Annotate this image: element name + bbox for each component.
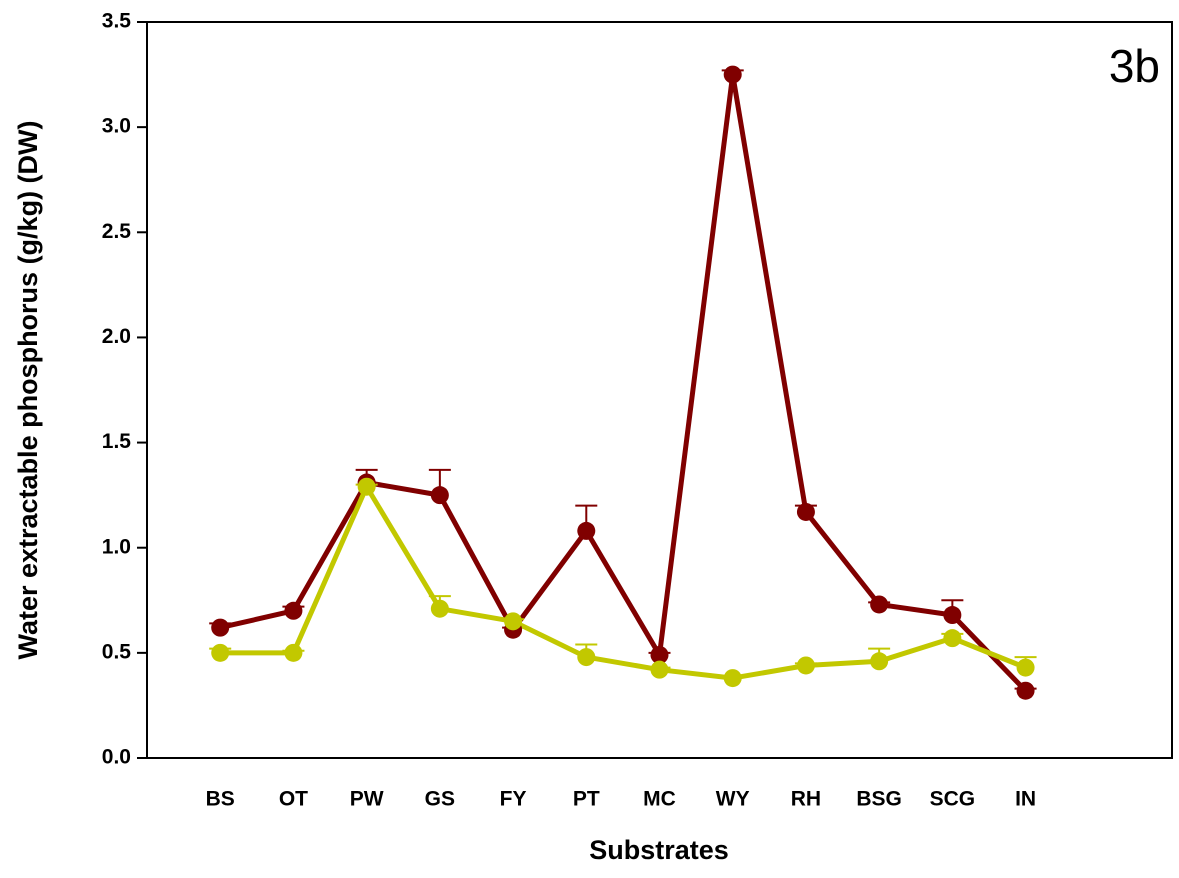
marker (577, 521, 596, 540)
marker (504, 612, 523, 631)
marker (211, 618, 230, 637)
x-tick-label: GS (425, 788, 455, 811)
y-tick-label: 0.5 (102, 640, 132, 663)
panel-annotation: 3b (1109, 40, 1160, 92)
marker (870, 595, 889, 614)
x-tick-label: SCG (930, 788, 976, 811)
marker (650, 645, 669, 664)
x-axis-label: Substrates (589, 835, 729, 865)
marker (723, 65, 742, 84)
marker (943, 606, 962, 625)
marker (650, 660, 669, 679)
y-tick-label: 1.5 (102, 430, 132, 453)
marker (796, 502, 815, 521)
x-tick-label: WY (716, 788, 750, 811)
series-line (219, 72, 1028, 693)
marker (284, 643, 303, 662)
marker (211, 643, 230, 662)
marker (943, 629, 962, 648)
marker (796, 656, 815, 675)
plot-frame (146, 21, 1173, 759)
y-tick-label: 2.5 (102, 220, 132, 243)
y-tick-label: 3.0 (102, 115, 131, 138)
marker (1016, 681, 1035, 700)
y-tick-label: 0.0 (102, 746, 131, 769)
marker (284, 601, 303, 620)
x-tick-label: PT (573, 788, 600, 811)
x-tick-label: FY (500, 788, 527, 811)
x-tick-label: IN (1015, 788, 1036, 811)
x-tick-label: PW (350, 788, 384, 811)
x-tick-label: RH (791, 788, 821, 811)
marker (577, 648, 596, 667)
marker (430, 599, 449, 618)
marker (1016, 658, 1035, 677)
marker (430, 486, 449, 505)
x-tick-label: MC (643, 788, 676, 811)
y-tick-label: 1.0 (102, 535, 131, 558)
marker (870, 652, 889, 671)
x-tick-label: BSG (856, 788, 902, 811)
y-tick-label: 2.0 (102, 325, 131, 348)
y-axis-label: Water extractable phosphorus (g/kg) (DW) (13, 120, 43, 659)
marker (723, 669, 742, 688)
x-tick-label: OT (279, 788, 308, 811)
series-line (220, 484, 1027, 681)
marker (357, 477, 376, 496)
x-tick-label: BS (206, 788, 235, 811)
y-tick-label: 3.5 (102, 10, 132, 33)
